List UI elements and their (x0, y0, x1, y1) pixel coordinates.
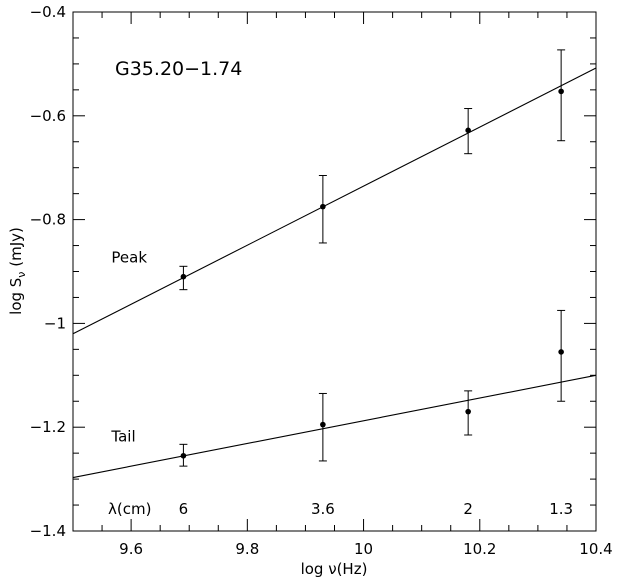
fit-lines (72, 67, 597, 479)
error-bars (179, 49, 566, 467)
x-tick-label: 10.2 (463, 540, 496, 558)
peak-series-label: Peak (111, 249, 147, 267)
chart-title: G35.20−1.74 (115, 58, 242, 80)
wavelength-value: 6 (179, 500, 189, 518)
tail-data-point (465, 408, 471, 415)
y-axis-label-base: log S (7, 278, 25, 315)
y-tick-label: −1.2 (30, 418, 66, 436)
x-axis-label: log ν(Hz) (301, 560, 368, 578)
tail-series-label: Tail (110, 428, 135, 446)
minor-ticks (72, 12, 596, 531)
tail-data-point (558, 349, 564, 355)
peak-data-point (180, 273, 187, 280)
x-tick-label: 9.8 (235, 540, 259, 558)
tail-data-point (320, 421, 326, 428)
annotations: Peak Tail λ(cm) 6 3.6 2 1.3 (108, 249, 573, 518)
major-ticks (73, 11, 597, 532)
y-tick-label: −1 (44, 314, 66, 332)
x-tick-label: 10 (354, 540, 373, 558)
peak-fit-line (72, 67, 597, 335)
y-tick-label: −0.4 (30, 3, 66, 21)
peak-data-point (558, 88, 564, 95)
plot-frame (72, 11, 597, 532)
y-tick-label: −0.6 (30, 107, 66, 125)
x-tick-label: 9.6 (119, 540, 143, 558)
y-axis-label-unit: (mJy) (7, 227, 25, 271)
x-tick-label: 10.4 (579, 540, 612, 558)
tail-fit-line (72, 374, 597, 479)
y-tick-labels: −1.4 −1.2 −1 −0.8 −0.6 −0.4 (30, 3, 66, 540)
x-tick-labels: 9.6 9.8 10 10.2 10.4 (119, 540, 613, 558)
wavelength-value: 2 (463, 500, 473, 518)
y-axis-label-subscript: ν (15, 272, 28, 278)
wavelength-value: 1.3 (549, 500, 573, 518)
wavelength-label: λ(cm) (108, 500, 151, 518)
tail-data-point (180, 452, 187, 459)
peak-data-point (465, 127, 471, 134)
y-tick-label: −0.8 (30, 211, 66, 229)
data-points (180, 88, 564, 459)
y-axis-label: log Sν (mJy) (7, 227, 28, 315)
y-tick-label: −1.4 (30, 522, 66, 540)
peak-data-point (320, 203, 326, 210)
wavelength-value: 3.6 (311, 500, 335, 518)
